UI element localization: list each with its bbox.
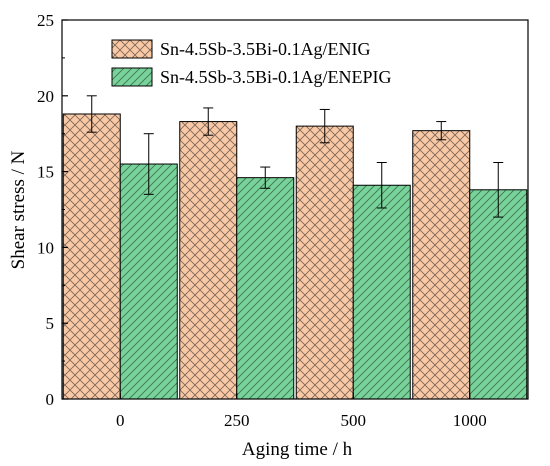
legend-label-enepig: Sn-4.5Sb-3.5Bi-0.1Ag/ENEPIG [160, 67, 392, 87]
x-tick-label: 0 [116, 411, 125, 430]
legend: Sn-4.5Sb-3.5Bi-0.1Ag/ENIG Sn-4.5Sb-3.5Bi… [111, 39, 392, 87]
x-tick-label: 1000 [453, 411, 487, 430]
y-tick-label: 25 [37, 11, 54, 30]
y-tick-label: 20 [37, 87, 54, 106]
legend-swatch-enig [111, 39, 153, 59]
legend-swatch-enepig [111, 67, 153, 87]
bar-enepig-500 [352, 184, 411, 400]
x-tick-label: 250 [224, 411, 250, 430]
bar-enepig-1000 [469, 189, 528, 400]
x-tick-label: 500 [341, 411, 367, 430]
y-tick-label: 0 [46, 390, 55, 409]
bar-enig-500 [295, 125, 354, 400]
legend-label-enig: Sn-4.5Sb-3.5Bi-0.1Ag/ENIG [160, 39, 371, 59]
y-tick-label: 5 [46, 314, 55, 333]
bar-enig-0 [62, 113, 121, 400]
y-tick-label: 10 [37, 238, 54, 257]
bar-enepig-0 [119, 163, 178, 400]
bar-enepig-250 [236, 177, 295, 400]
y-axis-label: Shear stress / N [8, 150, 29, 269]
y-tick-label: 15 [37, 163, 54, 182]
x-axis-label: Aging time / h [242, 439, 353, 460]
bar-enig-1000 [412, 130, 471, 400]
bar-enig-250 [179, 121, 238, 400]
